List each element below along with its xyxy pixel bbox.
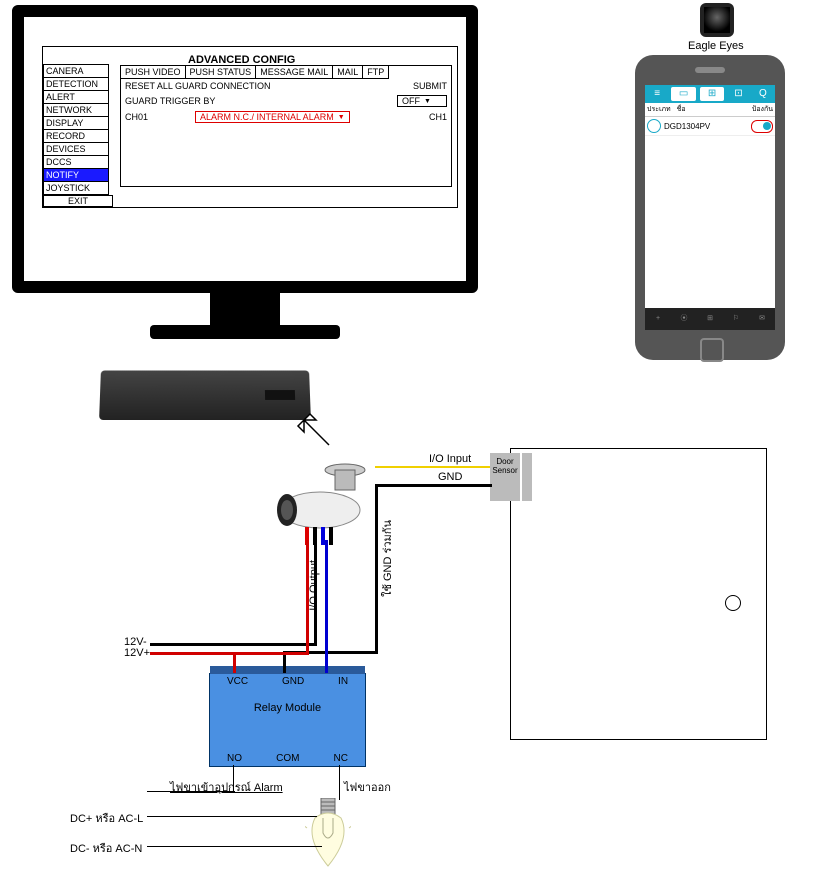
view2-icon[interactable]: ⊡ — [726, 85, 750, 103]
wire-nc-down — [339, 765, 340, 800]
mail-icon[interactable]: ✉ — [749, 308, 775, 330]
sidebar-item[interactable]: RECORD — [43, 129, 109, 143]
add-icon[interactable]: + — [645, 308, 671, 330]
alarm-select[interactable]: ALARM N.C./ INTERNAL ALARM▼ — [195, 111, 350, 123]
device-row[interactable]: DGD1304PV — [645, 117, 775, 136]
sidebar-item-selected[interactable]: NOTIFY — [43, 168, 109, 182]
tab[interactable]: PUSH VIDEO — [120, 65, 186, 79]
wire-io-output — [325, 540, 328, 673]
eagle-eyes-icon — [700, 3, 734, 37]
label-dcp: DC+ หรือ AC-L — [70, 809, 143, 827]
pin-com: COM — [276, 753, 299, 764]
sidebar-item[interactable]: ALERT — [43, 90, 109, 104]
device-status-icon — [647, 119, 661, 133]
exit-button[interactable]: EXIT — [43, 195, 113, 207]
wire-12vp-h2 — [233, 652, 309, 655]
sidebar-item[interactable]: DEVICES — [43, 142, 109, 156]
camera-icon — [275, 455, 375, 545]
phone-screen: ≡ ▭ ⊞ ⊡ Q ประเภท ชื่อ ป้องกัน DGD1304PV … — [645, 85, 775, 330]
sidebar-item[interactable]: DCCS — [43, 155, 109, 169]
guard-label: GUARD TRIGGER BY — [125, 96, 295, 106]
wire-io-input — [375, 466, 490, 468]
door-sensor: Door Sensor — [490, 453, 520, 501]
dvr-device — [99, 370, 311, 420]
rec-icon[interactable]: ⦿ — [671, 308, 697, 330]
sidebar-item[interactable]: DETECTION — [43, 77, 109, 91]
wire-12vn-h — [150, 643, 317, 646]
wire-gnd-sensor — [375, 484, 492, 487]
pin-nc: NC — [334, 753, 348, 764]
door-knob-icon — [725, 595, 741, 611]
wire-12vp-v — [306, 540, 309, 655]
sidebar-item[interactable]: CANERA — [43, 64, 109, 78]
pin-gnd: GND — [282, 676, 304, 687]
menu-icon[interactable]: ≡ — [645, 85, 669, 103]
pin-no: NO — [227, 753, 242, 764]
bulb-icon — [305, 798, 351, 868]
label-gnd: GND — [438, 471, 462, 483]
arrow-icon — [294, 410, 334, 450]
monitor-base — [150, 325, 340, 339]
reset-label: RESET ALL GUARD CONNECTION — [125, 81, 295, 91]
wire-12vp-h — [150, 652, 236, 655]
push-icon[interactable]: ⚐ — [723, 308, 749, 330]
label-dcn: DC- หรือ AC-N — [70, 839, 142, 857]
config-sidebar: CANERA DETECTION ALERT NETWORK DISPLAY R… — [43, 65, 109, 195]
label-gnd-shared: ใช้ GND ร่วมกัน — [379, 520, 397, 597]
view-icon[interactable]: ▭ — [671, 87, 695, 101]
col-name: ชื่อ — [677, 104, 686, 115]
sidebar-item[interactable]: JOYSTICK — [43, 181, 109, 195]
wire-12vn-v — [314, 540, 317, 646]
search-icon[interactable]: Q — [751, 85, 775, 103]
ch-right: CH1 — [429, 112, 447, 122]
label-alarm-in: ไฟขาเข้าอุปกรณ์ Alarm — [170, 778, 283, 796]
sidebar-item[interactable]: DISPLAY — [43, 116, 109, 130]
grid-icon[interactable]: ⊞ — [700, 87, 724, 101]
guard-select[interactable]: OFF▼ — [397, 95, 447, 107]
pin-in: IN — [338, 676, 348, 687]
relay-module: VCC GND IN Relay Module NO COM NC — [209, 673, 366, 767]
sidebar-item[interactable]: NETWORK — [43, 103, 109, 117]
ch-label: CH01 — [125, 112, 195, 122]
phone-bottombar: + ⦿ ⊞ ⚐ ✉ — [645, 308, 775, 330]
config-main: PUSH VIDEO PUSH STATUS MESSAGE MAIL MAIL… — [120, 65, 452, 187]
wire-gnd-down — [375, 484, 378, 654]
wire-dcn — [147, 846, 322, 847]
tab[interactable]: MESSAGE MAIL — [255, 65, 333, 79]
col-type: ประเภท — [647, 104, 671, 115]
home-button[interactable] — [700, 338, 724, 362]
phone-speaker-icon — [695, 67, 725, 73]
door — [510, 448, 767, 740]
tab[interactable]: MAIL — [332, 65, 363, 79]
door-sensor-magnet — [522, 453, 532, 501]
tab[interactable]: FTP — [362, 65, 389, 79]
config-tabs: PUSH VIDEO PUSH STATUS MESSAGE MAIL MAIL… — [121, 66, 451, 79]
phone-topbar: ≡ ▭ ⊞ ⊡ Q — [645, 85, 775, 103]
submit-button[interactable]: SUBMIT — [413, 81, 447, 91]
app-label: Eagle Eyes — [688, 40, 744, 52]
grid2-icon[interactable]: ⊞ — [697, 308, 723, 330]
label-alarm-out: ไฟขาออก — [344, 778, 391, 796]
guard-toggle[interactable] — [751, 120, 773, 133]
tab[interactable]: PUSH STATUS — [185, 65, 257, 79]
label-12vp: 12V+ — [124, 647, 150, 659]
col-guard: ป้องกัน — [752, 104, 773, 115]
label-io-input: I/O Input — [429, 453, 471, 465]
wire-dcp — [147, 816, 317, 817]
phone: ≡ ▭ ⊞ ⊡ Q ประเภท ชื่อ ป้องกัน DGD1304PV … — [635, 55, 785, 360]
pin-vcc: VCC — [227, 676, 248, 687]
wire-12vp-to-vcc — [233, 652, 236, 673]
device-name: DGD1304PV — [664, 122, 710, 131]
